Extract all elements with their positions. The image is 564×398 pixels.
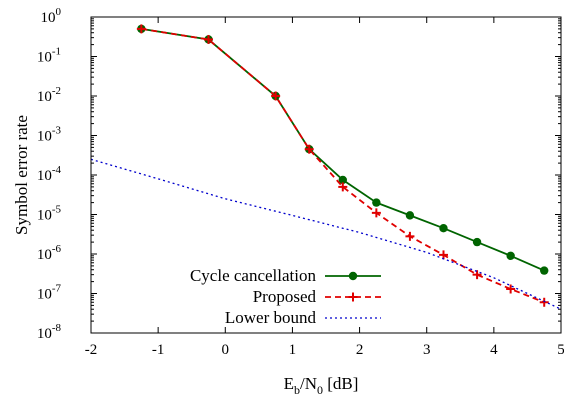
plot-area xyxy=(90,24,562,310)
y-tick-label: 10-2 xyxy=(37,85,61,105)
data-point xyxy=(348,271,358,281)
legend-label: Cycle cancellation xyxy=(190,266,317,285)
legend-item: Cycle cancellation xyxy=(190,266,381,285)
series-line xyxy=(141,28,545,272)
data-point xyxy=(204,34,213,44)
data-point xyxy=(439,250,448,260)
y-axis-title: Symbol error rate xyxy=(12,115,31,235)
x-tick-label: 4 xyxy=(490,342,498,358)
legend-item: Lower bound xyxy=(225,308,381,327)
data-point xyxy=(405,231,415,241)
series-lower-bound xyxy=(90,158,562,310)
y-tick-label: 10-4 xyxy=(37,164,62,184)
data-point xyxy=(271,91,281,101)
series-line xyxy=(141,28,545,304)
y-tick-label: 10-5 xyxy=(37,204,62,224)
legend-label: Proposed xyxy=(253,287,317,306)
data-point xyxy=(304,144,314,154)
y-tick-label: 10-7 xyxy=(37,283,62,303)
legend-item: Proposed xyxy=(253,287,381,306)
x-axis-title: Eb/N0 [dB] xyxy=(284,374,359,397)
x-tick-label: -2 xyxy=(85,342,98,358)
x-tick-label: -1 xyxy=(152,342,165,358)
series-line xyxy=(90,158,562,310)
x-tick-label: 3 xyxy=(423,342,431,358)
data-point xyxy=(371,208,381,218)
data-point xyxy=(348,292,358,302)
data-point xyxy=(439,223,448,233)
series-cycle-cancellation xyxy=(137,24,549,275)
data-point xyxy=(338,182,348,192)
y-tick-label: 100 xyxy=(41,6,62,26)
axis-titles: Eb/N0 [dB] Symbol error rate xyxy=(12,115,358,397)
data-point xyxy=(472,270,482,280)
data-point xyxy=(540,266,549,275)
legend-label: Lower bound xyxy=(225,308,317,327)
data-point xyxy=(405,211,415,220)
data-point xyxy=(506,251,515,261)
plot-frame xyxy=(90,16,562,334)
series-proposed xyxy=(136,24,549,307)
data-point xyxy=(338,175,347,185)
y-tick-label: 10-1 xyxy=(37,46,61,66)
x-tick-label: 1 xyxy=(289,342,297,358)
x-tick-label: 0 xyxy=(222,342,230,358)
y-tick-label: 10-3 xyxy=(37,125,62,145)
legend: Cycle cancellation Proposed Lower bound xyxy=(190,266,381,327)
x-tick-label: 5 xyxy=(557,342,564,358)
x-tick-label: 2 xyxy=(356,342,364,358)
y-tick-label: 10-6 xyxy=(37,243,62,263)
data-point xyxy=(136,24,146,34)
data-point xyxy=(506,284,516,294)
data-point xyxy=(372,198,381,207)
data-point xyxy=(472,237,482,247)
data-point xyxy=(539,297,549,307)
y-tick-label: 10-8 xyxy=(37,322,62,342)
